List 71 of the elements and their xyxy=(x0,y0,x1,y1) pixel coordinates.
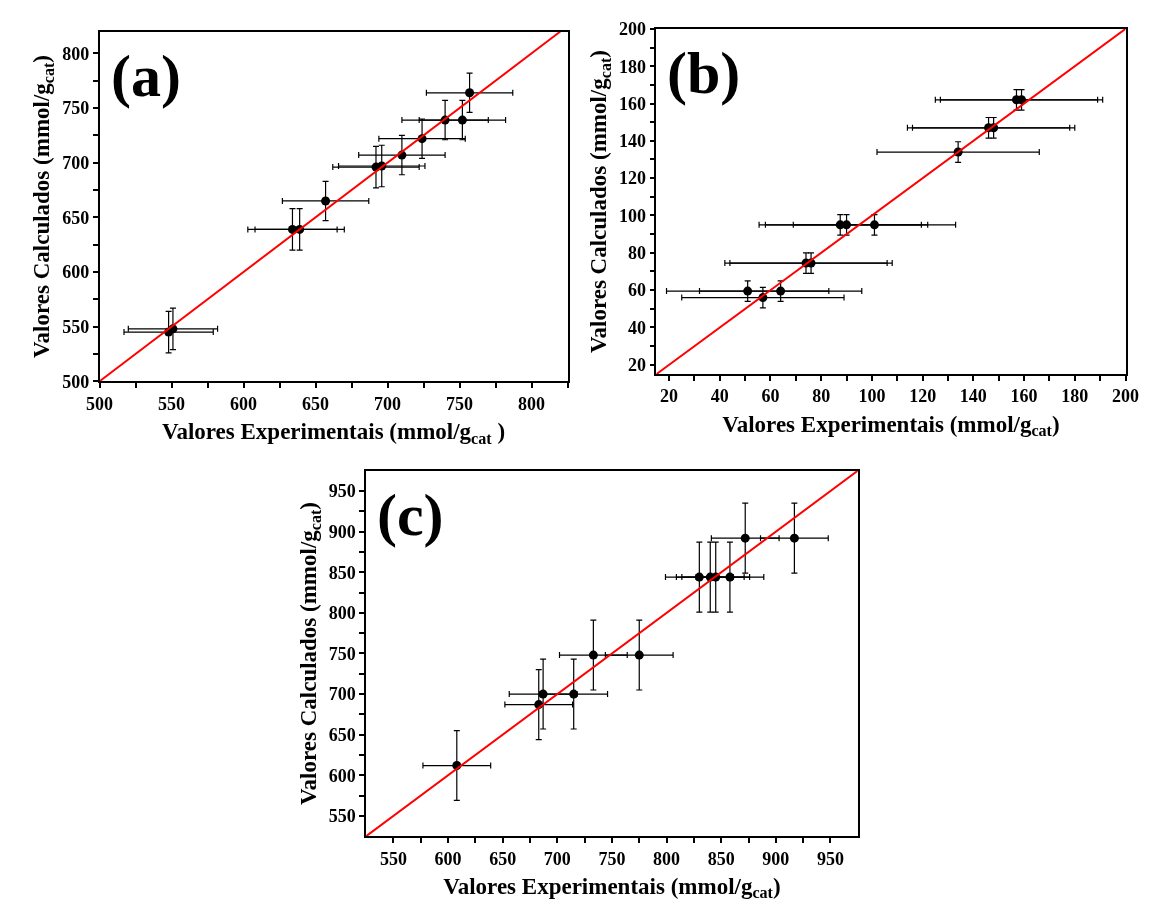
annotation: (c) xyxy=(377,482,444,548)
point xyxy=(1017,95,1027,105)
y-tick-label: 650 xyxy=(328,724,356,745)
y-tick-label: 500 xyxy=(62,371,90,392)
x-tick-label: 550 xyxy=(158,393,185,414)
point xyxy=(457,115,467,125)
point xyxy=(776,286,786,296)
point xyxy=(634,650,644,660)
x-tick-label: 40 xyxy=(710,386,729,407)
x-tick-label: 800 xyxy=(518,393,545,414)
x-tick-label: 650 xyxy=(302,393,329,414)
x-tick-label: 60 xyxy=(761,386,780,407)
x-tick-label: 650 xyxy=(489,848,517,869)
y-tick-label: 950 xyxy=(328,481,356,502)
x-tick-label: 80 xyxy=(812,386,831,407)
x-tick-label: 700 xyxy=(374,393,401,414)
y-tick-label: 60 xyxy=(628,280,647,301)
y-tick-label: 750 xyxy=(62,98,90,119)
x-axis-title: Valores Experimentais (mmol/g$_{cat}$) xyxy=(722,411,1060,440)
y-tick-label: 80 xyxy=(628,243,647,264)
point xyxy=(789,533,799,543)
y-tick-label: 120 xyxy=(619,168,647,189)
x-axis-title: Valores Experimentais (mmol/g$_{cat}$) xyxy=(443,873,781,902)
y-tick-label: 800 xyxy=(328,603,356,624)
y-tick-label: 40 xyxy=(628,317,647,338)
y-tick-label: 200 xyxy=(619,19,647,40)
y-tick-label: 800 xyxy=(62,43,90,64)
y-tick-label: 550 xyxy=(328,806,356,827)
y-tick-label: 650 xyxy=(62,207,90,228)
x-tick-label: 800 xyxy=(653,848,681,869)
x-tick-label: 750 xyxy=(598,848,626,869)
point xyxy=(842,220,852,230)
y-tick-label: 700 xyxy=(62,153,90,174)
x-tick-label: 120 xyxy=(909,386,937,407)
y-tick-label: 160 xyxy=(619,93,647,114)
y-tick-label: 600 xyxy=(62,262,90,283)
annotation: (a) xyxy=(111,43,181,109)
x-tick-label: 750 xyxy=(446,393,473,414)
y-tick-label: 180 xyxy=(619,56,647,77)
x-tick-label: 950 xyxy=(816,848,844,869)
y-tick-label: 600 xyxy=(328,765,356,786)
point xyxy=(569,689,579,699)
point xyxy=(538,689,548,699)
x-tick-label: 550 xyxy=(379,848,407,869)
x-axis-title: Valores Experimentais (mmol/g$_{cat}$ ) xyxy=(161,418,506,447)
x-tick-label: 600 xyxy=(434,848,462,869)
y-tick-label: 550 xyxy=(62,316,90,337)
x-tick-label: 180 xyxy=(1061,386,1089,407)
x-tick-label: 140 xyxy=(959,386,987,407)
y-tick-label: 700 xyxy=(328,684,356,705)
y-tick-label: 850 xyxy=(328,562,356,583)
y-tick-label: 900 xyxy=(328,521,356,542)
point xyxy=(743,286,753,296)
point xyxy=(321,196,331,206)
annotation: (b) xyxy=(667,40,741,106)
y-tick-label: 20 xyxy=(628,355,647,376)
x-tick-label: 500 xyxy=(86,393,113,414)
y-tick-label: 750 xyxy=(328,643,356,664)
point xyxy=(465,88,475,98)
point xyxy=(588,650,598,660)
x-tick-label: 160 xyxy=(1010,386,1038,407)
x-tick-label: 20 xyxy=(660,386,679,407)
point xyxy=(740,533,750,543)
x-tick-label: 700 xyxy=(543,848,571,869)
x-tick-label: 600 xyxy=(230,393,257,414)
y-tick-label: 140 xyxy=(619,131,647,152)
x-tick-label: 100 xyxy=(858,386,886,407)
x-tick-label: 200 xyxy=(1112,386,1140,407)
x-tick-label: 900 xyxy=(762,848,790,869)
x-tick-label: 850 xyxy=(707,848,735,869)
y-tick-label: 100 xyxy=(619,205,647,226)
